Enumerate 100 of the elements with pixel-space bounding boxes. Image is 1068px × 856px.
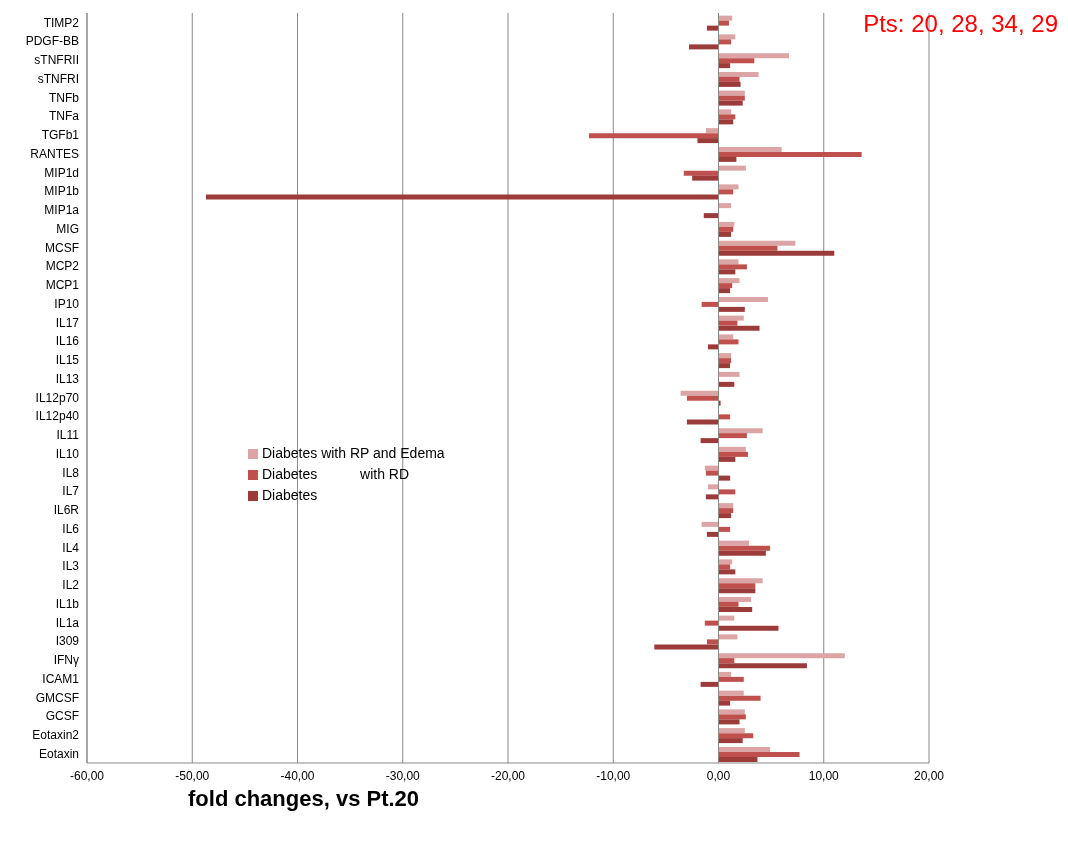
y-tick-label: MCP1 [45, 278, 80, 293]
bar [705, 494, 719, 500]
bar [701, 301, 719, 307]
bar [718, 90, 745, 96]
bar [703, 213, 719, 219]
bar [718, 658, 735, 664]
bar [700, 438, 719, 444]
x-tick-label: -30,00 [385, 768, 421, 783]
y-tick-label: GMCSF [35, 690, 79, 705]
bar [718, 165, 746, 171]
y-tick-label: IL1a [55, 615, 80, 630]
bar [718, 315, 744, 321]
bar [718, 245, 778, 251]
bar [718, 221, 735, 227]
bar [697, 138, 719, 144]
bar [718, 203, 732, 209]
bar [718, 34, 736, 40]
bar [718, 146, 782, 152]
y-tick-label: IL7 [62, 484, 80, 499]
bar [718, 634, 738, 640]
bar [718, 269, 736, 275]
y-tick-label: PDGF-BB [25, 34, 79, 49]
x-tick-label: -10,00 [596, 768, 631, 783]
bar [718, 400, 721, 406]
y-tick-label: Eotaxin [38, 746, 79, 761]
y-tick-label: IL17 [55, 315, 80, 330]
bar [718, 751, 800, 757]
bar [718, 371, 740, 377]
bar [701, 521, 719, 527]
bar [718, 339, 739, 345]
y-tick-label: IL6R [53, 503, 80, 518]
bar [700, 681, 719, 687]
y-tick-label: IL6 [62, 521, 80, 536]
bar [707, 484, 719, 490]
bar [718, 700, 731, 706]
bar [718, 306, 745, 312]
bar [718, 615, 735, 621]
bar [654, 644, 719, 650]
bar [718, 231, 732, 237]
y-tick-label: MCSF [45, 240, 79, 255]
y-tick-label: MIP1d [44, 165, 79, 180]
y-tick-label: IFNγ [53, 653, 79, 668]
bar [718, 109, 732, 115]
y-tick-label: I309 [55, 634, 80, 649]
bar [718, 451, 748, 457]
bar [718, 756, 758, 762]
bar [718, 353, 732, 359]
bar [718, 446, 746, 452]
x-tick-label: -20,00 [490, 768, 526, 783]
x-tick-label: 0,00 [706, 768, 731, 783]
bar [718, 433, 747, 439]
x-tick-label: -40,00 [280, 768, 315, 783]
legend-label: Diabetes [262, 486, 318, 505]
legend-label: Diabetes with RP and Edema [262, 444, 445, 463]
y-tick-label: IL8 [62, 465, 80, 480]
y-tick-label: IL10 [55, 446, 80, 461]
bar [707, 344, 719, 350]
bar [718, 456, 736, 462]
bar [680, 390, 719, 396]
bar [718, 76, 740, 82]
bar [718, 114, 736, 120]
y-tick-label: TIMP2 [43, 15, 80, 30]
bar [718, 578, 763, 584]
bar [706, 639, 719, 645]
annotation: Pts: 20, 28, 34, 29 [863, 10, 1058, 38]
bar [718, 709, 745, 715]
bar [718, 58, 755, 64]
bar [718, 414, 731, 420]
y-tick-label: IL12p70 [35, 390, 80, 405]
bar [718, 695, 761, 701]
y-tick-label: IL3 [62, 559, 80, 574]
bar [718, 596, 752, 602]
bar [718, 428, 763, 434]
bar [718, 475, 731, 481]
y-tick-label: IL4 [62, 540, 80, 555]
y-tick-label: Eotaxin2 [32, 728, 80, 743]
y-tick-label: IL15 [55, 353, 80, 368]
bar [686, 419, 719, 425]
bar [718, 334, 734, 340]
bar [589, 133, 719, 139]
x-tick-label: 20,00 [913, 768, 945, 783]
y-tick-label: MCP2 [45, 259, 80, 274]
bar [718, 503, 734, 509]
bar [718, 226, 734, 232]
bar [718, 240, 796, 246]
bar [718, 250, 835, 256]
bar [718, 95, 745, 101]
bar [718, 100, 743, 106]
bar [718, 489, 736, 495]
y-tick-label: IL13 [55, 371, 80, 386]
bar [704, 620, 719, 626]
bar [718, 363, 731, 369]
bar [718, 283, 733, 289]
bar [718, 81, 741, 87]
bar [718, 184, 739, 190]
bar [718, 151, 862, 157]
bar [718, 606, 753, 612]
legend-label: Diabetes with RD [262, 465, 410, 484]
bar [683, 170, 719, 176]
bar [689, 44, 719, 50]
